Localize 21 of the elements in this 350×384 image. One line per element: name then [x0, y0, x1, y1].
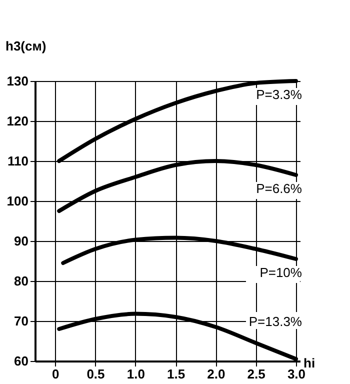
- x-tick-label: 2.5: [247, 366, 266, 382]
- x-tick-label: 0: [52, 366, 60, 382]
- y-tick-label: 100: [6, 194, 28, 208]
- x-tick-label: 2.0: [207, 366, 226, 382]
- series-label: P=3.3%: [256, 87, 302, 102]
- y-tick-label: 60: [14, 354, 28, 368]
- y-tick-label: 90: [14, 234, 28, 248]
- series-label: P=10%: [260, 265, 302, 280]
- y-tick-label: 80: [14, 274, 28, 288]
- y-tick-label: 130: [6, 74, 28, 88]
- series-label: P=6.6%: [256, 181, 302, 196]
- x-tick-label: 3.0: [287, 366, 306, 382]
- y-axis-title: h3(см): [6, 38, 46, 54]
- y-tick-label: 110: [8, 154, 28, 168]
- x-tick-label: 1.5: [166, 366, 186, 382]
- series-label: P=13.3%: [248, 314, 302, 329]
- x-axis-title: hi: [304, 356, 316, 370]
- x-tick-label: 1.0: [126, 366, 145, 382]
- x-tick-label: 0.5: [86, 366, 105, 382]
- y-tick-label: 70: [14, 314, 28, 328]
- y-tick-label: 120: [6, 114, 28, 128]
